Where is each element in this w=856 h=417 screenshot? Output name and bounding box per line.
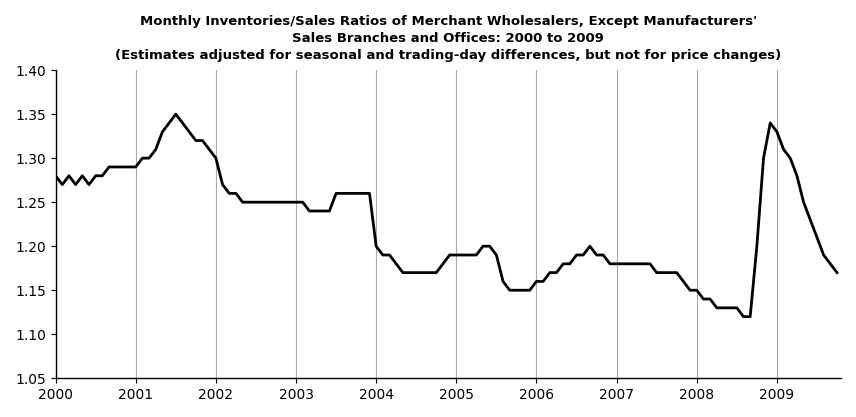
- Title: Monthly Inventories/Sales Ratios of Merchant Wholesalers, Except Manufacturers'
: Monthly Inventories/Sales Ratios of Merc…: [116, 15, 782, 62]
